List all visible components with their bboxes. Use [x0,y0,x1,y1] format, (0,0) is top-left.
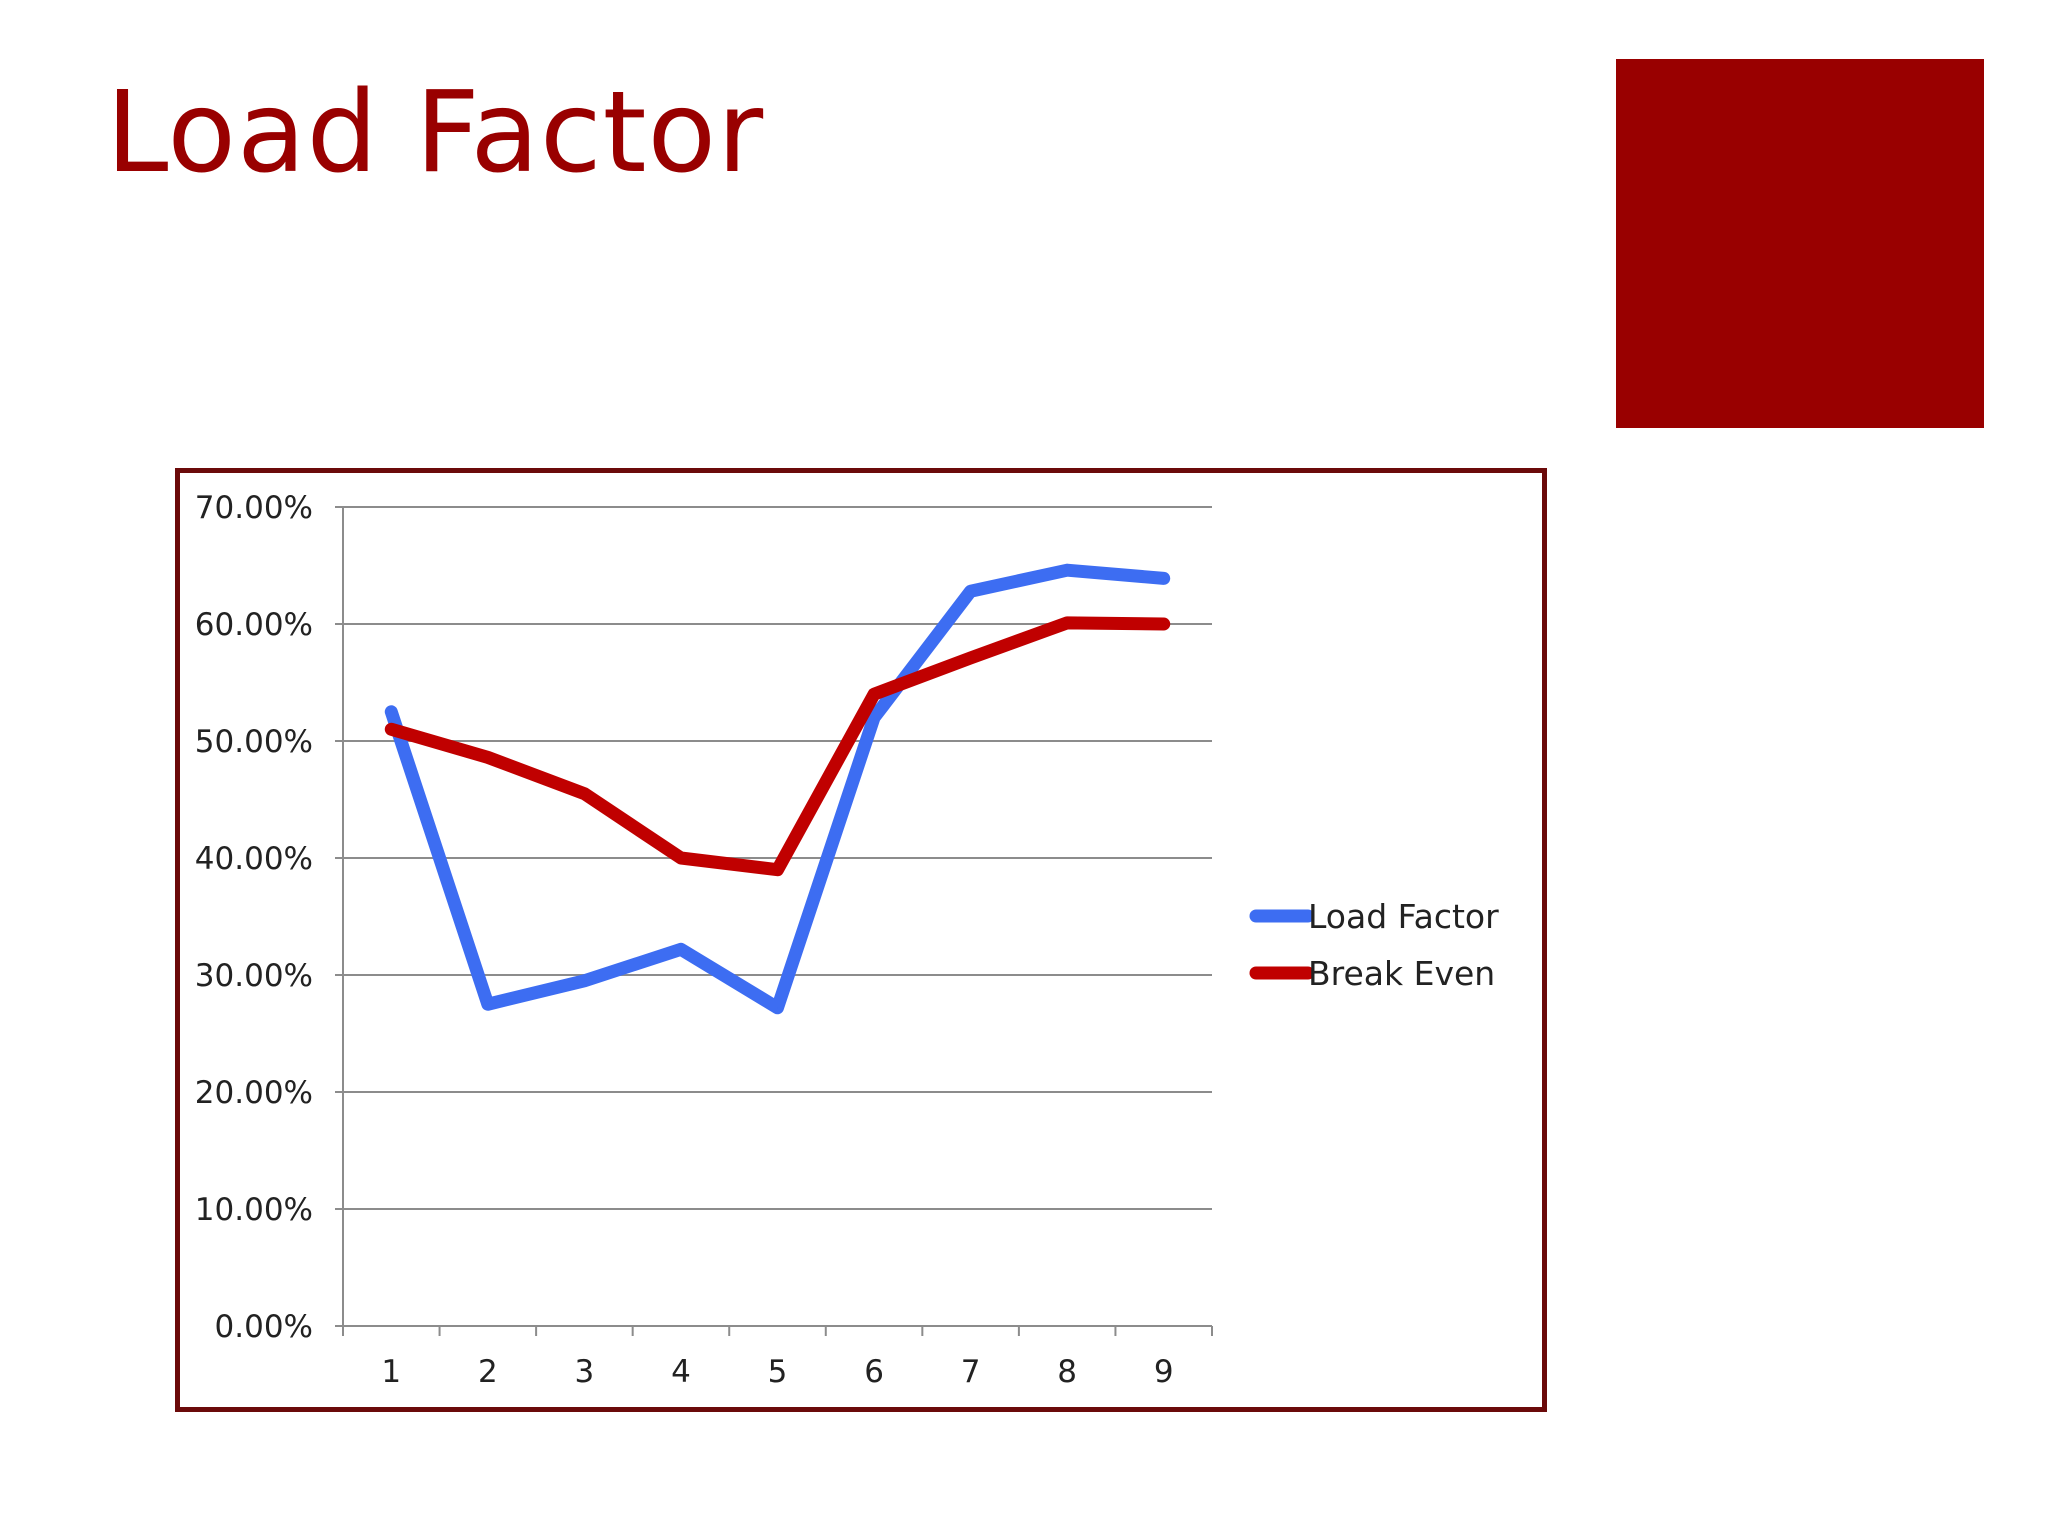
x-tick-label: 7 [961,1354,981,1390]
data-point [873,717,875,719]
y-tick-label: 70.00% [195,490,313,526]
data-point [1163,577,1165,579]
x-tick-label: 6 [864,1354,884,1390]
x-tick-label: 8 [1057,1354,1077,1390]
y-tick-label: 30.00% [195,958,313,994]
legend-label: Break Even [1308,954,1495,993]
data-point [1066,622,1068,624]
y-tick-label: 40.00% [195,841,313,877]
line-chart: 0.00% 10.00% 20.00% 30.00% 40.00% 50.00% 60.00… [195,490,1499,1390]
data-point [487,1003,489,1005]
data-point [970,590,972,592]
data-point [777,1007,778,1009]
y-tick-label: 60.00% [195,607,313,643]
x-tick-label: 2 [478,1354,498,1390]
accent-square [1616,59,1984,428]
x-tick-label: 3 [575,1354,595,1390]
x-tick-label: 4 [671,1354,691,1390]
data-point [777,869,778,871]
data-point [583,980,585,982]
y-tick-label: 20.00% [195,1075,313,1111]
data-point [873,693,875,695]
chart-frame: 0.00% 10.00% 20.00% 30.00% 40.00% 50.00% 60.00… [175,468,1547,1412]
slide-title: Load Factor [106,68,765,198]
legend-label: Load Factor [1308,897,1499,936]
data-point [390,728,392,730]
y-tick-label: 0.00% [215,1309,313,1345]
data-point [1066,569,1068,571]
data-point [680,948,682,950]
y-tick-label: 10.00% [195,1192,313,1228]
x-tick-label: 1 [381,1354,401,1390]
x-tick-label: 5 [768,1354,788,1390]
data-point [487,756,489,758]
data-point [680,857,682,859]
data-point [1163,623,1165,625]
y-tick-label: 50.00% [195,724,313,760]
x-tick-label: 9 [1154,1354,1174,1390]
data-point [970,657,972,659]
series-line-1 [384,616,1171,877]
data-point [583,793,585,795]
data-point [390,711,392,713]
